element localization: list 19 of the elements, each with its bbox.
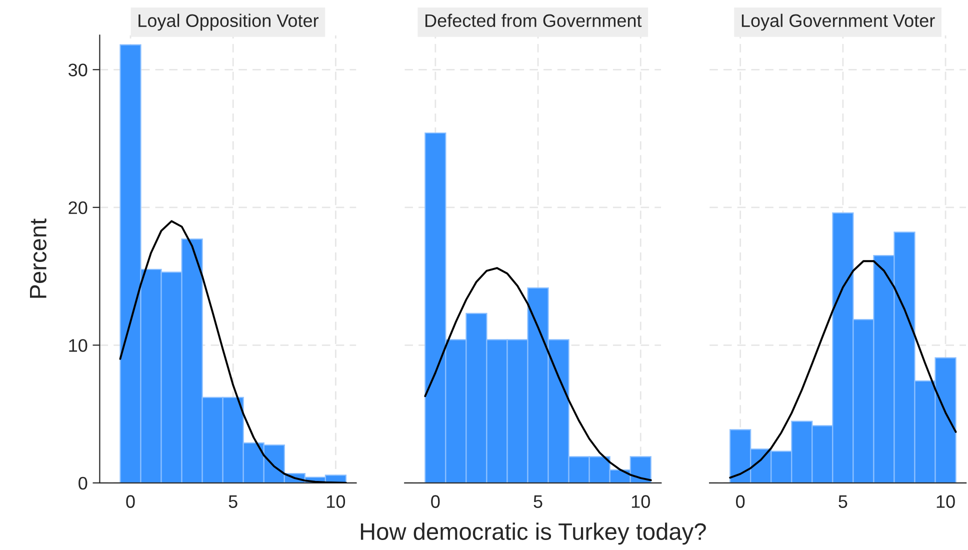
x-tick-label: 0 <box>126 495 135 508</box>
y-tick-label: 0 <box>78 476 88 490</box>
x-tick-label: 5 <box>228 495 238 508</box>
x-tick-label: 0 <box>736 495 745 508</box>
x-tick-label: 10 <box>936 495 955 508</box>
y-axis-title: Percent <box>30 218 46 298</box>
y-tick-label: 20 <box>68 201 88 214</box>
x-tick-label: 0 <box>431 495 440 508</box>
y-tick-label: 10 <box>69 339 88 352</box>
x-tick-label: 10 <box>632 495 650 508</box>
chart-title: Loyal Government Voter <box>742 14 935 31</box>
x-axis-title: How democratic is Turkey today? <box>360 522 706 545</box>
x-tick-label: 5 <box>534 495 542 508</box>
chart-title: Defected from Government <box>425 14 642 28</box>
x-tick-label: 10 <box>327 495 346 508</box>
y-tick-label: 30 <box>68 64 88 76</box>
line-series <box>119 220 347 483</box>
x-tick-label: 5 <box>838 495 848 508</box>
chart-title: Loyal Opposition Voter <box>138 14 319 31</box>
